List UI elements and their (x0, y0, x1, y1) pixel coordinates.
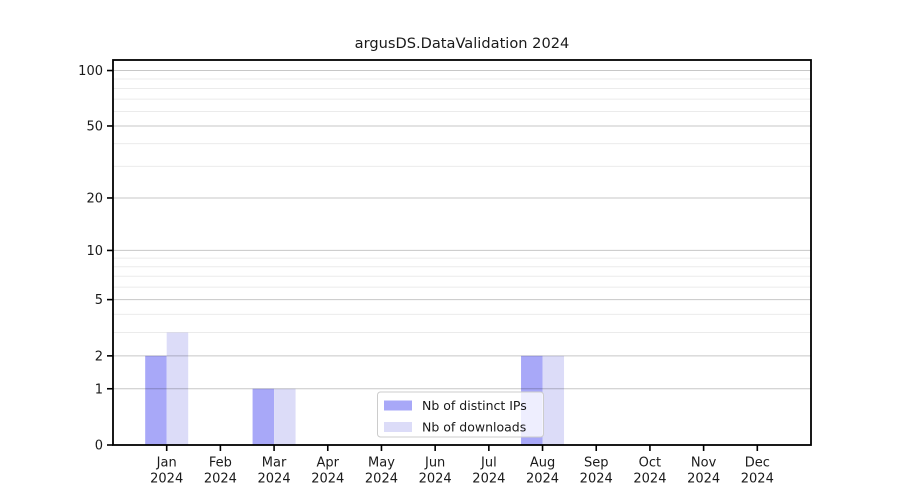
bar-downloads (542, 355, 565, 445)
x-tick-label-year: 2024 (365, 472, 398, 487)
x-tick-label-year: 2024 (526, 472, 559, 487)
bar-distinct-ips (145, 355, 167, 445)
chart-title: argusDS.DataValidation 2024 (354, 35, 570, 52)
x-tick-label-month: Mar (262, 456, 287, 471)
x-tick-label-month: Nov (691, 456, 717, 471)
y-tick-label: 5 (95, 293, 103, 308)
x-tick-label-year: 2024 (687, 472, 720, 487)
x-tick-label-month: Oct (639, 456, 661, 471)
y-tick-label: 0 (95, 439, 103, 454)
bar-downloads (166, 332, 189, 445)
legend-swatch-downloads (384, 422, 412, 432)
x-tick-label-year: 2024 (741, 472, 774, 487)
x-tick-label-month: Dec (745, 456, 770, 471)
y-tick-label: 2 (95, 349, 103, 364)
legend-label-distinct-ips: Nb of distinct IPs (422, 398, 527, 413)
legend-swatch-distinct-ips (384, 400, 412, 411)
x-tick-label-year: 2024 (258, 472, 291, 487)
x-tick-label-month: Jun (424, 456, 445, 471)
x-tick-label-year: 2024 (311, 472, 344, 487)
x-tick-label-month: Jan (156, 456, 177, 471)
bar-downloads (274, 388, 296, 445)
x-tick-label-month: Apr (317, 456, 340, 471)
y-tick-label: 50 (86, 119, 103, 134)
plot-frame (112, 59, 812, 446)
x-tick-label-month: Sep (584, 456, 609, 471)
y-tick-label: 100 (78, 64, 103, 79)
x-tick-label-year: 2024 (204, 472, 237, 487)
legend-label-downloads: Nb of downloads (422, 420, 526, 435)
y-tick-label: 10 (86, 244, 103, 259)
x-tick-label-year: 2024 (633, 472, 666, 487)
x-tick-label-year: 2024 (419, 472, 452, 487)
y-tick-label: 1 (95, 382, 103, 397)
legend-box (377, 391, 544, 438)
x-tick-label-month: Jul (480, 456, 497, 471)
x-tick-label-month: May (368, 456, 395, 471)
x-tick-label-year: 2024 (150, 472, 183, 487)
x-tick-label-month: Feb (209, 456, 232, 471)
x-tick-label-year: 2024 (472, 472, 505, 487)
x-tick-label-year: 2024 (580, 472, 613, 487)
bar-distinct-ips (252, 388, 275, 445)
x-tick-label-month: Aug (530, 456, 555, 471)
y-tick-label: 20 (86, 191, 103, 206)
